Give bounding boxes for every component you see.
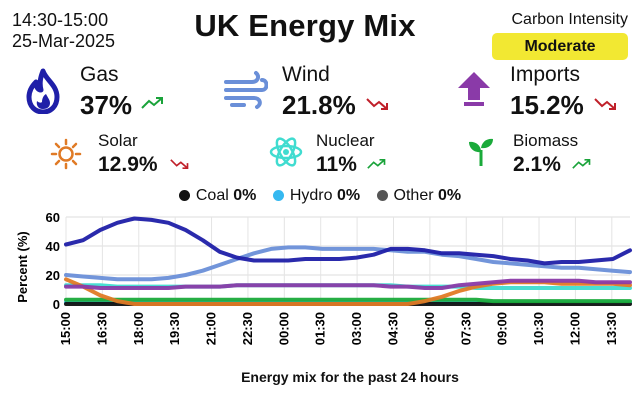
series-line-wind <box>64 245 632 282</box>
nuclear-label: Nuclear <box>316 131 375 150</box>
x-tick-label: 12:00 <box>567 312 582 345</box>
x-tick-label: 01:30 <box>313 312 328 345</box>
trend-up-icon <box>141 97 163 109</box>
gas-label: Gas <box>80 63 119 86</box>
carbon-intensity-badge: Moderate <box>492 33 628 60</box>
x-tick-label: 04:30 <box>385 312 400 345</box>
trend-down-icon <box>170 159 189 169</box>
x-tick-label: 10:30 <box>531 312 546 345</box>
y-tick-label: 40 <box>46 239 60 254</box>
legend-label: Coal <box>195 187 229 204</box>
legend-item-coal: Coal 0% <box>178 187 257 204</box>
nuclear-value: 11% <box>316 153 357 176</box>
y-tick-label: 60 <box>46 210 60 225</box>
x-axis-label: Energy mix for the past 24 hours <box>241 369 459 385</box>
x-axis-ticks: 15:00 16:30 18:00 19:30 21:00 22:30 00:00 01:30… <box>58 312 619 345</box>
x-tick-label: 13:30 <box>604 312 619 345</box>
wind-label: Wind <box>282 63 330 86</box>
x-tick-label: 06:00 <box>422 312 437 345</box>
trend-up-icon <box>367 159 386 169</box>
wind-icon <box>224 71 268 109</box>
date-label: 25-Mar-2025 <box>12 31 116 51</box>
carbon-intensity-label: Carbon Intensity <box>511 11 628 28</box>
imports-value: 15.2% <box>510 90 584 120</box>
series-line-biomass <box>64 297 632 304</box>
time-range-block: 14:30-15:00 25-Mar-2025 <box>12 10 115 52</box>
x-tick-label: 22:30 <box>240 312 255 345</box>
upload-arrow-icon <box>458 72 490 106</box>
wind-value: 21.8% <box>282 90 356 120</box>
x-tick-label: 09:00 <box>495 312 510 345</box>
x-tick-label: 16:30 <box>94 312 109 345</box>
time-range: 14:30-15:00 <box>12 10 109 30</box>
sun-icon <box>50 138 82 170</box>
flame-icon <box>26 68 60 114</box>
x-tick-label: 15:00 <box>58 312 73 345</box>
y-axis-ticks: 0 20 40 60 <box>46 210 60 312</box>
legend-label: Other <box>393 187 434 204</box>
x-tick-label: 18:00 <box>131 312 146 345</box>
chart-grid <box>65 216 630 305</box>
y-axis-label: Percent (%) <box>15 231 30 303</box>
solar-label: Solar <box>98 131 138 150</box>
biomass-value: 2.1% <box>513 153 561 176</box>
x-tick-label: 07:30 <box>458 312 473 345</box>
hydro-dot-icon <box>272 190 284 201</box>
page-title: UK Energy Mix <box>194 8 416 43</box>
series-lines <box>64 216 632 306</box>
energy-mix-chart: Percent (%) 0 20 40 60 15:00 16:30 18:00 19:30… <box>15 210 632 345</box>
series-line-imports <box>64 278 632 290</box>
gas-value: 37% <box>80 90 133 120</box>
series-line-gas <box>64 216 632 266</box>
biomass-label: Biomass <box>513 131 579 150</box>
legend-label: Hydro <box>289 187 333 204</box>
x-tick-label: 21:00 <box>204 312 219 345</box>
legend-value: 0% <box>336 187 361 204</box>
imports-label: Imports <box>510 63 581 86</box>
legend-item-hydro: Hydro 0% <box>272 187 361 204</box>
coal-dot-icon <box>178 190 190 201</box>
legend: Coal 0% Hydro 0% Other 0% <box>0 187 640 205</box>
x-tick-label: 00:00 <box>276 312 291 345</box>
solar-value: 12.9% <box>98 153 158 176</box>
x-tick-label: 19:30 <box>167 312 182 345</box>
x-tick-label: 03:00 <box>349 312 364 345</box>
y-tick-label: 0 <box>53 297 60 312</box>
legend-value: 0% <box>438 187 462 204</box>
legend-value: 0% <box>233 187 257 204</box>
legend-item-other: Other 0% <box>376 187 462 204</box>
other-dot-icon <box>376 190 388 201</box>
atom-icon <box>269 137 303 167</box>
trend-up-icon <box>572 159 591 169</box>
y-tick-label: 20 <box>46 268 60 283</box>
trend-down-icon <box>594 98 616 110</box>
trend-down-icon <box>366 98 388 110</box>
sprout-icon <box>469 138 493 166</box>
